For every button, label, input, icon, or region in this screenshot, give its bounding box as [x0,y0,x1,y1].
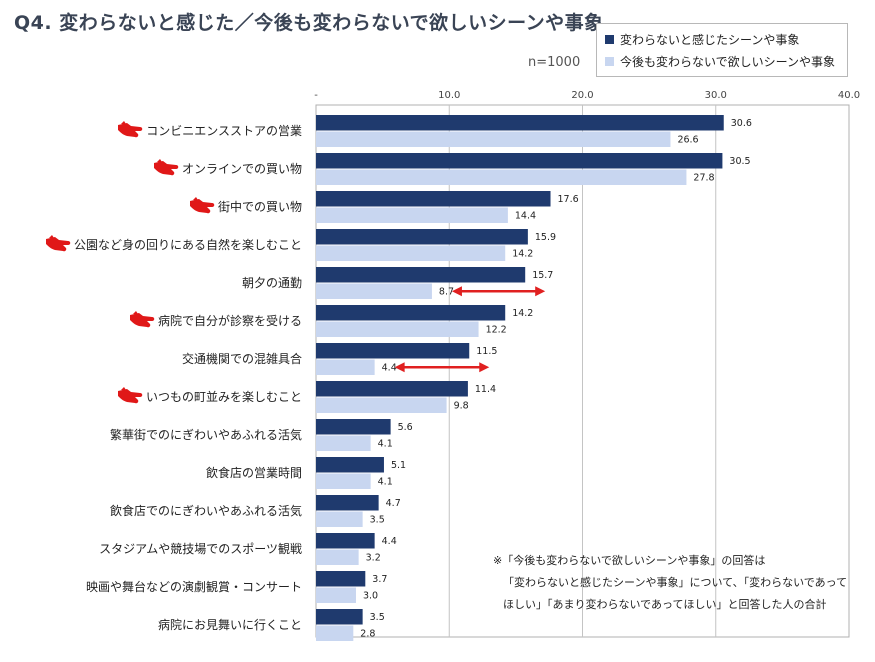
data-label-series2: 4.1 [378,439,393,450]
bar-series2 [316,321,479,337]
data-label-series2: 2.8 [360,629,375,640]
category-label: 繁華街でのにぎわいやあふれる活気 [110,427,302,442]
legend: 変わらないと感じたシーンや事象 今後も変わらないで欲しいシーンや事象 [596,23,848,77]
category-label: コンビニエンスストアの営業 [146,124,302,138]
bar-series2 [316,587,356,603]
data-label-series2: 26.6 [677,135,698,146]
bar-series2 [316,511,363,527]
arrow-head-left [451,286,462,297]
category-label: オンラインでの買い物 [182,162,302,176]
arrow-head-right [479,362,490,373]
bar-series1 [316,305,506,321]
data-label-series1: 30.5 [729,156,750,167]
data-label-series1: 3.7 [372,574,387,585]
data-label-series2: 4.1 [378,477,393,488]
bar-series2 [316,435,371,451]
bar-series2 [316,131,671,147]
data-label-series2: 8.7 [439,287,454,298]
data-label-series1: 5.1 [391,460,406,471]
data-label-series2: 27.8 [693,173,714,184]
data-label-series1: 11.4 [475,384,496,395]
bar-series2 [316,549,359,565]
data-label-series1: 15.9 [535,232,556,243]
x-tick-label: - [314,90,318,101]
bar-series1 [316,229,528,245]
bar-series2 [316,245,506,261]
footnote-line: 「変わらないと感じたシーンや事象」について、「変わらないであって [503,575,847,589]
data-label-series1: 15.7 [532,270,553,281]
data-label-series1: 3.5 [370,612,385,623]
legend-item-series2: 今後も変わらないで欲しいシーンや事象 [605,53,835,70]
data-label-series1: 14.2 [512,308,533,319]
data-label-series2: 3.2 [366,553,381,564]
category-label: 朝夕の通勤 [242,276,302,290]
category-label: スタジアムや競技場でのスポーツ観戦 [99,541,302,556]
pointing-hand-icon [130,311,155,328]
pointing-hand-icon [46,235,71,252]
data-label-series1: 11.5 [476,346,497,357]
bar-series1 [316,115,724,131]
footnote-line: ※「今後も変わらないで欲しいシーンや事象」の回答は [493,553,765,567]
bar-series2 [316,625,354,641]
bar-series1 [316,533,375,549]
bar-series1 [316,343,470,359]
data-label-series1: 5.6 [398,422,413,433]
arrow-head-right [535,286,546,297]
bar-series1 [316,267,526,283]
data-label-series1: 17.6 [558,194,579,205]
bar-series2 [316,207,508,223]
data-label-series2: 3.0 [363,591,378,602]
legend-label-series1: 変わらないと感じたシーンや事象 [620,33,800,47]
bar-series1 [316,571,366,587]
pointing-hand-icon [190,197,215,214]
footnote-line: ほしい」「あまり変わらないであってほしい」と回答した人の合計 [503,597,827,611]
category-label: 交通機関での混雑具合 [182,351,302,366]
category-label: いつもの町並みを楽しむこと [146,390,302,404]
data-label-series2: 4.4 [382,363,397,374]
category-label: 病院で自分が診察を受ける [158,313,302,328]
bar-series1 [316,153,723,169]
legend-swatch-series2 [605,57,614,66]
x-tick-label: 20.0 [571,90,593,101]
bar-series2 [316,169,687,185]
data-label-series2: 3.5 [370,515,385,526]
data-label-series2: 9.8 [454,401,469,412]
data-label-series2: 14.2 [512,249,533,260]
x-tick-label: 30.0 [705,90,727,101]
x-tick-label: 10.0 [438,90,460,101]
data-label-series1: 4.7 [386,498,401,509]
pointing-hand-icon [118,387,143,404]
data-label-series2: 12.2 [486,325,507,336]
data-label-series1: 30.6 [731,118,752,129]
category-label: 映画や舞台などの演劇観賞・コンサート [86,579,302,594]
category-label: 街中での買い物 [218,199,302,214]
chart-title: Q4. 変わらないと感じた／今後も変わらないで欲しいシーンや事象 [14,12,604,34]
legend-swatch-series1 [605,35,614,44]
legend-label-series2: 今後も変わらないで欲しいシーンや事象 [620,55,836,69]
data-label-series2: 14.4 [515,211,536,222]
x-tick-label: 40.0 [838,90,860,101]
legend-item-series1: 変わらないと感じたシーンや事象 [605,31,799,48]
arrow-head-left [394,362,405,373]
bar-series1 [316,495,379,511]
category-label: 公園など身の回りにある自然を楽しむこと [74,237,302,252]
bar-series2 [316,473,371,489]
bar-series1 [316,419,391,435]
bar-series1 [316,191,551,207]
category-label: 飲食店の営業時間 [206,465,302,480]
category-label: 飲食店でのにぎわいやあふれる活気 [110,503,302,518]
bar-series2 [316,283,432,299]
sample-size-label: n=1000 [528,55,581,70]
bar-series1 [316,381,468,397]
data-label-series1: 4.4 [382,536,397,547]
bar-series2 [316,359,375,375]
pointing-hand-icon [118,121,143,138]
category-label: 病院にお見舞いに行くこと [158,617,302,632]
bar-series1 [316,609,363,625]
bar-series1 [316,457,384,473]
pointing-hand-icon [154,159,179,176]
bar-series2 [316,397,447,413]
